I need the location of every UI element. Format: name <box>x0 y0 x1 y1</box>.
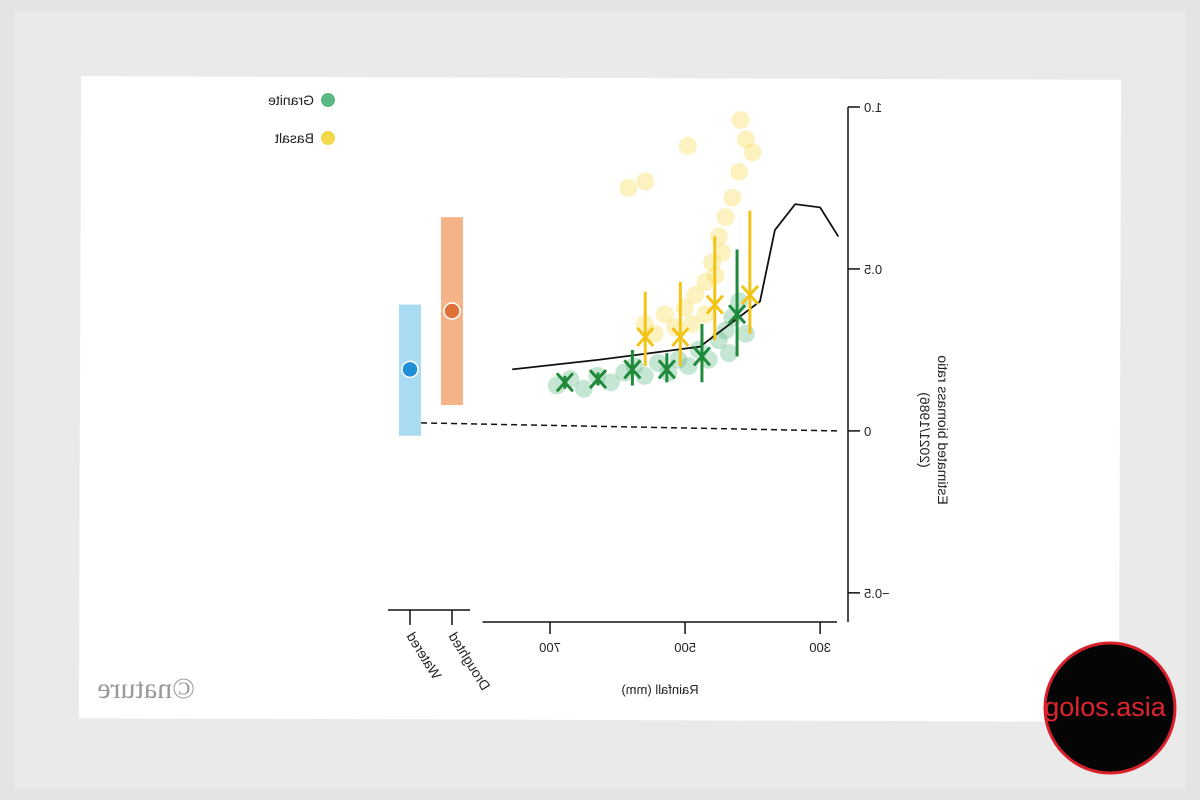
scatter-point <box>736 324 755 343</box>
x-axis-label: Rainfall (mm) <box>621 682 698 697</box>
scatter-point <box>719 344 738 363</box>
y-axis-label-line: (2021/1986) <box>917 392 933 468</box>
x-tick-label: 500 <box>674 640 696 655</box>
scatter-point <box>703 253 722 272</box>
category-point <box>401 360 419 379</box>
y-tick-label: 0.5 <box>864 262 882 277</box>
scatter-point <box>678 136 697 155</box>
mean-marker <box>623 359 642 380</box>
legend-swatch <box>321 93 335 107</box>
x-tick-label: 300 <box>809 640 831 655</box>
mean-marker <box>740 284 760 305</box>
scatter-point <box>730 162 749 181</box>
mean-marker <box>588 369 608 390</box>
scatter-point <box>669 350 688 369</box>
scatter-point <box>716 321 735 340</box>
mean-marker <box>657 359 676 380</box>
y-axis-label-line: Estimated biomass ratio <box>935 355 951 505</box>
watermark-badge <box>1043 641 1177 775</box>
scatter-point <box>713 243 732 262</box>
scatter-point <box>716 208 735 227</box>
scatter-point <box>636 172 655 191</box>
y-tick-label: 1.0 <box>864 100 882 115</box>
scatter-point <box>709 227 728 246</box>
scatter-point <box>649 353 668 372</box>
legend-swatch <box>321 131 335 145</box>
watermark-text: golos.asia <box>1044 692 1167 722</box>
scatter-point <box>619 178 638 197</box>
y-tick-label: 0 <box>864 424 871 439</box>
scatter-point <box>635 366 654 385</box>
x-tick-label: 700 <box>539 640 561 655</box>
panel <box>78 76 1122 722</box>
scatter-point <box>686 285 705 304</box>
mean-marker <box>636 326 655 347</box>
legend-label: Basalt <box>275 130 314 146</box>
scatter-point <box>743 143 762 162</box>
scatter-point <box>655 305 674 324</box>
scatter-point <box>723 188 742 207</box>
scatter-point <box>615 363 634 382</box>
mean-marker <box>705 294 724 315</box>
scatter-point <box>679 357 698 376</box>
scatter-point <box>736 130 755 149</box>
legend-label: Granite <box>268 92 314 108</box>
mean-marker <box>727 304 747 325</box>
scatter-point <box>696 272 715 291</box>
watermark: golos.asia <box>1043 641 1177 775</box>
y-axis-label: Estimated biomass ratio(2021/1986) <box>917 355 951 505</box>
mean-marker <box>692 346 712 367</box>
credit: ©nature <box>97 672 195 705</box>
mean-marker <box>671 326 690 347</box>
scatter-point <box>731 110 750 129</box>
scatter-point <box>547 376 566 395</box>
trend-line <box>512 203 840 371</box>
category-point <box>443 302 461 320</box>
scatter-point <box>574 379 593 398</box>
y-tick-label: −0.5 <box>864 586 890 601</box>
mean-marker <box>555 372 575 393</box>
